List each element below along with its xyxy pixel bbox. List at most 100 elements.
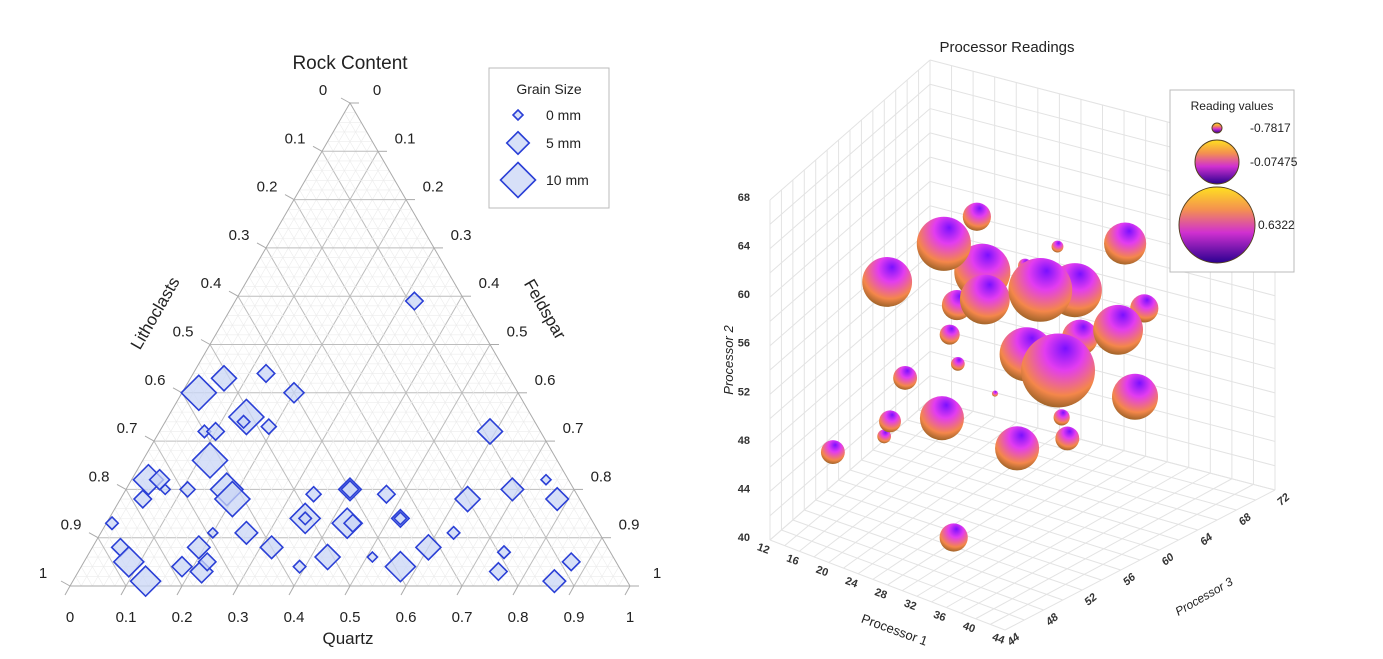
gridline-quartz [540, 508, 586, 587]
gridline-lithoclasts [299, 189, 530, 587]
tick-mark-quartz [512, 585, 519, 596]
legend-bubble [1178, 186, 1256, 264]
floor-gridline [769, 539, 1006, 631]
legend-title: Reading values [1191, 99, 1274, 113]
bubble-point [1104, 222, 1147, 265]
gridline-lithoclasts [164, 421, 261, 587]
tick-label-quartz: 0 [66, 609, 74, 626]
floor-gridline [907, 419, 1237, 511]
gridline-lithoclasts [332, 131, 597, 587]
gridline-quartz [349, 344, 491, 587]
tick-label-processor-1: 32 [902, 598, 918, 613]
tick-mark-lithoclasts [312, 145, 323, 152]
gridline-lithoclasts [220, 325, 373, 587]
ternary-point [170, 555, 194, 578]
tick-label-lithoclasts: 0.4 [201, 275, 222, 292]
tick-label-lithoclasts: 0.2 [257, 179, 278, 196]
tick-label-quartz: 0.9 [564, 609, 585, 626]
tick-mark-quartz [232, 585, 239, 596]
gridline-lithoclasts [187, 382, 306, 587]
ternary-point [236, 414, 251, 430]
tick-label-processor-2: 52 [738, 386, 750, 398]
bubble-points [820, 202, 1159, 552]
left-wall-gridline [769, 229, 931, 371]
legend-items: 0 mm 5 mm 10 mm [499, 107, 589, 199]
legend-entry-label: -0.7817 [1250, 121, 1291, 135]
bubble-point [893, 365, 918, 390]
tick-label-lithoclasts: 0.3 [229, 227, 250, 244]
bubble-point [1021, 333, 1096, 408]
legend-marker-diamond [499, 161, 537, 199]
ternary-point [132, 489, 153, 509]
gridline-quartz [573, 537, 603, 587]
ternary-chart: 0 1 0 0.1 0.9 0.1 0.2 0.8 0.2 0.3 0.7 0.3 0.4 0.6 0.4 0… [39, 53, 661, 648]
gridline-quartz [383, 373, 508, 587]
gridline-quartz [237, 247, 435, 587]
ternary-point [561, 551, 582, 572]
gridline-quartz [282, 286, 457, 587]
tick-label-processor-3: 64 [1198, 531, 1215, 548]
bubble-title: Processor Readings [939, 39, 1074, 56]
gridline-lithoclasts [232, 305, 396, 587]
ternary-ticks: 0 1 0 0.1 0.9 0.1 0.2 0.8 0.2 0.3 0.7 0.3 0.4 0.6 0.4 0… [39, 82, 661, 626]
floor-gridline [838, 479, 1121, 571]
tick-label-feldspar: 0.1 [395, 130, 416, 147]
legend-bubble [1211, 122, 1223, 134]
tick-label-processor-1: 20 [814, 564, 830, 579]
ternary-point [282, 381, 306, 404]
ternary-point [256, 363, 276, 384]
tick-label-feldspar: 0.8 [591, 468, 612, 485]
tick-label-processor-3: 60 [1160, 551, 1178, 569]
ternary-point [180, 374, 218, 412]
gridline-quartz [125, 151, 379, 587]
tick-mark-quartz [456, 585, 463, 596]
tick-label-processor-3: 56 [1121, 571, 1139, 589]
bubble-point [995, 426, 1040, 471]
gridline-quartz [517, 489, 575, 587]
gridline-lithoclasts [92, 547, 116, 587]
gridline-lithoclasts [276, 228, 485, 587]
left-wall-gridline [769, 156, 931, 298]
ternary-point [104, 515, 120, 531]
tick-label-feldspar: 0 [373, 82, 381, 99]
tick-label-lithoclasts: 0.8 [89, 468, 110, 485]
ternary-point [304, 485, 323, 503]
tick-mark-lithoclasts [116, 483, 127, 490]
ternary-point [404, 291, 425, 311]
bubble-point [1055, 426, 1080, 451]
left-wall-gridline [769, 205, 931, 347]
ternary-point [191, 441, 229, 480]
axis-label-lithoclasts: Lithoclasts [127, 274, 184, 353]
tick-label-feldspar: 0.7 [563, 420, 584, 437]
gridline-lithoclasts [204, 354, 340, 587]
gridline-lithoclasts [288, 209, 508, 587]
ternary-legend: Grain Size 0 mm 5 mm 10 mm [488, 67, 610, 209]
gridline-quartz [80, 112, 356, 587]
tick-label-feldspar: 0.4 [479, 275, 500, 292]
ternary-point [297, 510, 313, 526]
gridline-quartz [170, 189, 401, 587]
gridline-quartz [327, 325, 480, 587]
ternary-point [206, 526, 219, 540]
tick-label-lithoclasts: 0.1 [285, 130, 306, 147]
ternary-point [292, 559, 307, 575]
tick-label-processor-2: 68 [738, 192, 750, 204]
left-wall-gridline [769, 326, 931, 468]
bubble-point [1112, 373, 1159, 420]
floor-gridline [861, 459, 1160, 551]
tick-label-processor-1: 28 [873, 586, 889, 601]
ternary-point [227, 398, 266, 436]
ternary-point [129, 565, 162, 598]
gridline-quartz [618, 576, 625, 587]
ternary-point [476, 417, 504, 446]
gridline-quartz [192, 209, 412, 587]
ternary-point [384, 550, 417, 583]
gridline-quartz [360, 354, 496, 587]
ternary-point [539, 473, 553, 486]
gridline-quartz [450, 431, 541, 587]
gridline-quartz [461, 440, 547, 587]
tick-mark-lithoclasts [340, 97, 351, 104]
back-wall-gridline [929, 375, 1276, 467]
ternary-point [159, 483, 172, 496]
tick-mark-quartz [344, 585, 351, 596]
